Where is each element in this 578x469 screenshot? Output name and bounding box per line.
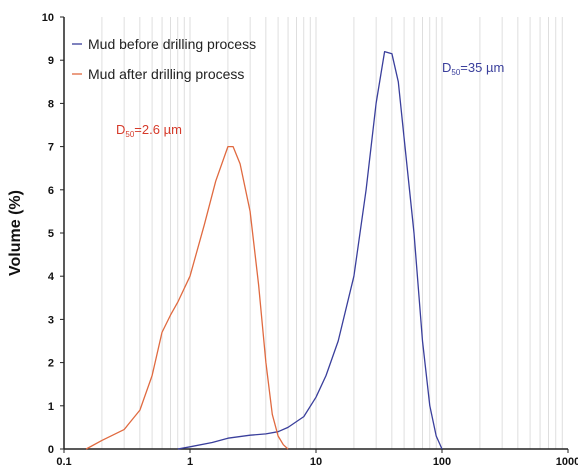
- y-ticks: 0 1 2 3 4 5 6 7 8 9 10: [42, 12, 64, 456]
- annotation-d50-after-sub: 50: [125, 130, 134, 139]
- y-tick-label: 6: [48, 185, 54, 197]
- grid: [101, 17, 563, 449]
- y-tick-label: 0: [48, 444, 54, 456]
- x-tick-label: 1: [187, 456, 193, 468]
- y-tick-label: 10: [42, 12, 54, 24]
- legend-label-before: Mud before drilling process: [88, 36, 256, 52]
- x-tick-label: 0.1: [56, 456, 71, 468]
- annotation-d50-after-value: =2.6 µm: [134, 122, 182, 137]
- series-line-before: [177, 50, 443, 450]
- series-line-after: [85, 145, 289, 450]
- legend-label-after: Mud after drilling process: [88, 66, 244, 82]
- annotation-d50-after: D50=2.6 µm: [116, 122, 182, 139]
- y-tick-label: 5: [48, 228, 54, 240]
- y-tick-label: 4: [48, 271, 55, 283]
- annotation-d50-before-main: D: [442, 60, 451, 75]
- y-tick-label: 3: [48, 314, 54, 326]
- y-tick-label: 8: [48, 98, 54, 110]
- legend: Mud before drilling process Mud after dr…: [72, 36, 256, 82]
- y-tick-label: 9: [48, 55, 54, 67]
- series: [85, 50, 443, 450]
- y-tick-label: 2: [48, 358, 54, 370]
- x-tick-label: 10: [310, 456, 322, 468]
- annotation-d50-before: D50=35 µm: [442, 60, 504, 77]
- y-tick-label: 7: [48, 142, 54, 154]
- x-tick-label: 100: [433, 456, 451, 468]
- annotation-d50-before-value: =35 µm: [460, 60, 504, 75]
- y-axis-label: Volume (%): [7, 190, 24, 276]
- y-tick-label: 1: [48, 401, 54, 413]
- annotation-d50-before-sub: 50: [451, 68, 460, 77]
- x-ticks: 0.1 1 10 100 1000: [56, 449, 578, 468]
- annotation-d50-after-main: D: [116, 122, 125, 137]
- x-tick-label: 1000: [556, 456, 578, 468]
